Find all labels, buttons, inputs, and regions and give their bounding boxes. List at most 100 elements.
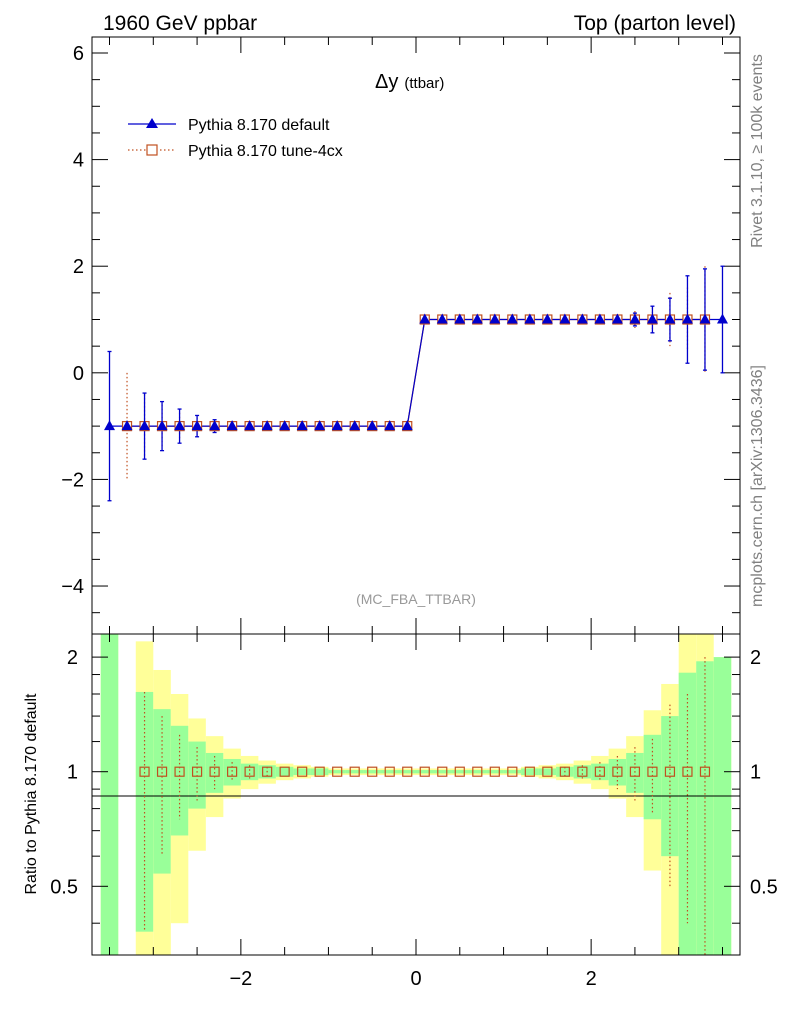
ratio-x-tick-label: −2 (229, 968, 252, 990)
uncertainty-band-inner (468, 770, 487, 774)
ratio-marker-square (262, 766, 273, 777)
rivet-version-label: Rivet 3.1.10, ≥ 100k events (749, 54, 766, 248)
uncertainty-band-inner (696, 661, 714, 955)
ratio-marker-square (402, 766, 413, 777)
main-y-tick-label: 6 (73, 43, 84, 65)
main-plot-panel: −4 −2 0 2 4 6 Δy (ttbar) (MC_FBA_TTBAR) Pythia… (61, 36, 741, 635)
ratio-marker-square (314, 766, 325, 777)
ratio-marker-square (227, 766, 238, 777)
ratio-error-bars (143, 657, 706, 955)
plot-title-suffix: (ttbar) (404, 75, 444, 92)
marker-default-triangle (681, 313, 693, 324)
marker-default-triangle (611, 313, 623, 324)
ratio-axis-ticks (92, 634, 740, 955)
legend: Pythia 8.170 default Pythia 8.170 tune-4… (128, 117, 343, 160)
uncertainty-band-inner (223, 758, 241, 786)
uncertainty-band-inner (398, 770, 416, 774)
ratio-marker-square (156, 766, 168, 777)
ratio-marker-square (279, 766, 290, 777)
uncertainty-bands (100, 634, 732, 955)
marker-default-triangle (174, 420, 186, 431)
uncertainty-band-inner (100, 634, 119, 955)
ratio-marker-square (542, 766, 553, 777)
main-y-tick-label: 4 (73, 150, 84, 172)
legend-label-default: Pythia 8.170 default (188, 117, 330, 134)
legend-entry-tune: Pythia 8.170 tune-4cx (128, 143, 343, 160)
uncertainty-band-inner (538, 768, 557, 776)
ratio-marker-square (244, 766, 255, 777)
uncertainty-band-inner (521, 768, 539, 776)
marker-default-triangle (104, 420, 116, 431)
ratio-marker-square (419, 766, 430, 777)
uncertainty-band-inner (153, 709, 171, 874)
marker-default-triangle (646, 313, 658, 324)
ratio-x-tick-label: 0 (410, 968, 421, 990)
marker-default-triangle (139, 420, 151, 431)
ratio-y-tick-label-left: 2 (67, 647, 78, 669)
ratio-y-tick-label-left: 1 (67, 762, 78, 784)
marker-default-triangle (541, 313, 553, 324)
ratio-y-tick-label-left: 0.5 (50, 876, 78, 898)
plot-title-main: Δy (375, 71, 398, 93)
marker-default-triangle (209, 420, 221, 431)
source-label: mcplots.cern.ch [arXiv:1306.3436] (749, 365, 766, 607)
legend-entry-default: Pythia 8.170 default (128, 117, 330, 134)
uncertainty-band-inner (345, 770, 364, 774)
ratio-marker-square (297, 766, 308, 777)
legend-label-tune: Pythia 8.170 tune-4cx (188, 143, 343, 160)
ratio-marker-square (647, 766, 658, 777)
marker-default-triangle (244, 420, 256, 431)
watermark-label: (MC_FBA_TTBAR) (356, 591, 476, 607)
main-y-tick-labels: −4 −2 0 2 4 6 (61, 43, 84, 598)
uncertainty-band-inner (678, 672, 697, 955)
uncertainty-band-inner (643, 734, 662, 820)
ratio-plot-panel: 0.5 0.5 1 1 2 2 −2 0 2 Ratio to Pythia 8.170 def… (23, 633, 778, 990)
ratio-marker-square (191, 766, 203, 777)
uncertainty-band-inner (275, 766, 294, 777)
ratio-y-tick-label-right: 0.5 (750, 876, 778, 898)
ratio-marker-square (507, 766, 518, 777)
marker-default-triangle (121, 420, 133, 431)
marker-default-triangle (314, 420, 326, 431)
uncertainty-band-inner (328, 770, 346, 774)
marker-default-triangle (506, 313, 518, 324)
uncertainty-band-inner (433, 770, 452, 774)
series-line-default (109, 318, 723, 427)
ratio-marker-square (437, 766, 448, 777)
marker-default-triangle (716, 313, 728, 324)
ratio-y-tick-label-right: 1 (750, 762, 761, 784)
main-y-tick-label: 0 (73, 363, 84, 385)
marker-default-triangle (454, 313, 466, 324)
ratio-marker-square (332, 766, 343, 777)
ratio-marker-square (577, 766, 588, 777)
marker-default-triangle (401, 420, 413, 431)
series-lines (109, 318, 723, 427)
main-y-tick-label: −4 (61, 576, 84, 598)
marker-default-triangle (296, 420, 308, 431)
marker-default-triangle (471, 313, 483, 324)
ratio-x-tick-label: 2 (586, 968, 597, 990)
ratio-marker-square (612, 766, 623, 777)
uncertainty-band-inner (363, 770, 381, 774)
uncertainty-band-inner (626, 752, 644, 793)
marker-default-triangle (331, 420, 343, 431)
uncertainty-band-inner (188, 741, 206, 809)
ratio-marker-square (699, 766, 711, 777)
ratio-marker-square (682, 766, 693, 777)
marker-default-triangle (279, 420, 291, 431)
marker-default-triangle (419, 313, 431, 324)
uncertainty-band-inner (380, 770, 399, 774)
ratio-y-tick-label-right: 2 (750, 647, 761, 669)
marker-default-triangle (629, 313, 641, 324)
marker-default-triangle (436, 313, 448, 324)
ratio-marker-square (594, 766, 605, 777)
marker-default-triangle (489, 313, 501, 324)
ratio-marker-square (454, 766, 465, 777)
marker-default-triangle (261, 420, 273, 431)
ratio-marker-square (629, 766, 641, 777)
ratio-marker-square (664, 766, 676, 777)
error-bars (107, 265, 725, 502)
marker-default-triangle (576, 313, 588, 324)
header-left-title: 1960 GeV ppbar (103, 12, 257, 35)
